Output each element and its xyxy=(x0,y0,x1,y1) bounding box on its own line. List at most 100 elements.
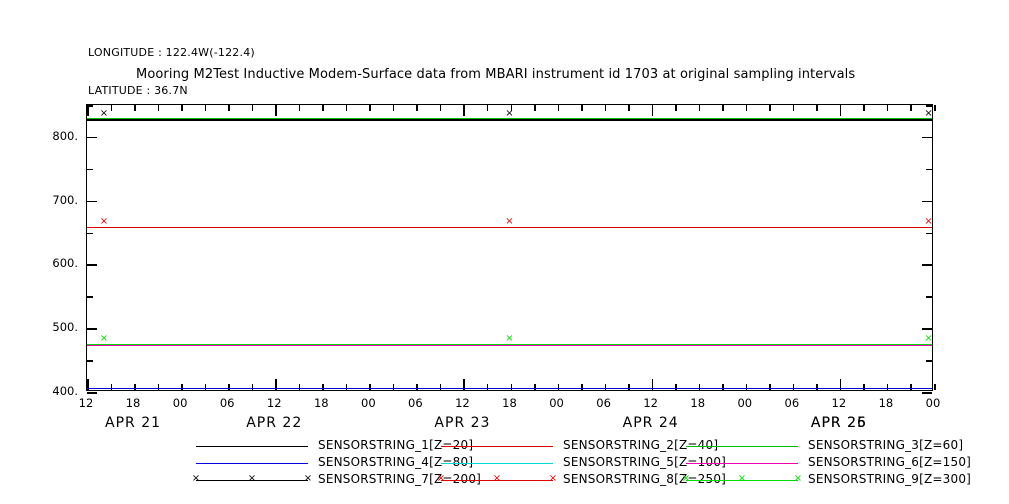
legend-row: × × × SENSORSTRING_7[Z=200] × × × SENSORSTRING_… xyxy=(191,472,972,486)
axis-tick xyxy=(926,360,932,362)
x-axis-tick-label: 18 xyxy=(690,396,706,410)
axis-tick xyxy=(87,379,89,390)
series-line xyxy=(87,344,932,346)
axis-tick xyxy=(392,105,395,111)
axis-tick xyxy=(322,384,324,390)
axis-tick xyxy=(628,105,630,111)
axis-tick xyxy=(251,384,254,390)
axis-tick xyxy=(926,168,932,171)
legend-color-swatch xyxy=(686,480,798,481)
axis-tick xyxy=(345,105,348,111)
y-axis-tick-label: 700. xyxy=(52,192,78,207)
axis-tick xyxy=(675,105,677,111)
axis-tick xyxy=(298,384,301,390)
axis-tick xyxy=(769,105,771,111)
x-axis-tick-label: 00 xyxy=(549,396,564,410)
axis-tick xyxy=(926,232,932,235)
x-axis-tick-label: 06 xyxy=(219,396,235,410)
axis-tick xyxy=(604,105,607,111)
legend-label: SENSORSTRING_4[Z=80] xyxy=(318,455,474,469)
series-line xyxy=(87,117,932,119)
axis-tick xyxy=(651,105,654,116)
axis-tick xyxy=(922,136,932,139)
axis-tick xyxy=(886,105,889,111)
x-axis-day-label: APR 23 xyxy=(434,415,491,431)
x-axis-tick-label: 06 xyxy=(408,396,423,410)
axis-tick xyxy=(510,384,512,390)
x-axis-tick-label: 00 xyxy=(925,396,941,410)
y-axis-tick-label: 600. xyxy=(52,256,78,271)
axis-tick xyxy=(581,105,583,111)
axis-tick xyxy=(87,136,97,139)
axis-tick xyxy=(87,105,89,116)
legend-label: SENSORSTRING_3[Z=60] xyxy=(808,438,964,452)
axis-tick xyxy=(87,296,93,298)
series-line xyxy=(87,119,932,121)
axis-tick xyxy=(157,384,160,390)
legend-label: SENSORSTRING_2[Z=40] xyxy=(563,438,719,452)
y-axis-labels: 800. 700. 600. 500. 400. xyxy=(10,104,78,398)
legend-color-swatch xyxy=(196,480,308,481)
legend-label: SENSORSTRING_9[Z=300] xyxy=(808,472,972,486)
axis-tick xyxy=(251,105,254,111)
series-line xyxy=(87,343,932,345)
x-axis-day-label: APR 26 xyxy=(810,415,867,431)
axis-tick xyxy=(416,105,418,111)
axis-tick xyxy=(439,105,442,111)
x-axis-tick-label: 18 xyxy=(878,396,894,410)
axis-tick xyxy=(322,105,324,111)
axis-tick xyxy=(604,384,607,390)
axis-tick xyxy=(922,264,932,266)
y-axis-tick-label: 400. xyxy=(52,384,78,398)
legend-row: SENSORSTRING_4[Z=80] SENSORSTRING_5[Z=100… xyxy=(196,455,971,472)
axis-tick xyxy=(863,384,865,390)
legend-label: SENSORSTRING_8[Z=250] xyxy=(563,472,727,486)
axis-tick xyxy=(557,105,560,111)
axis-tick xyxy=(87,328,97,330)
axis-tick xyxy=(839,105,842,116)
axis-tick xyxy=(298,105,301,111)
axis-tick xyxy=(439,384,442,390)
axis-tick xyxy=(745,384,748,390)
axis-tick xyxy=(839,379,842,390)
axis-tick xyxy=(863,105,865,111)
x-axis-day-label: APR 24 xyxy=(622,415,679,431)
axis-tick xyxy=(110,105,113,111)
axis-tick xyxy=(369,384,371,390)
y-axis-tick-label: 500. xyxy=(52,320,78,335)
axis-tick xyxy=(204,105,207,111)
series-line xyxy=(87,119,932,121)
axis-tick xyxy=(910,384,912,390)
x-axis-tick-label: 12 xyxy=(643,396,658,410)
axis-tick xyxy=(463,379,465,390)
x-axis-tick-label: 06 xyxy=(784,396,800,410)
legend-color-swatch xyxy=(686,446,798,447)
x-axis-tick-label: 00 xyxy=(172,396,188,410)
x-axis-day-label: APR 21 xyxy=(105,415,162,431)
legend-label: SENSORSTRING_6[Z=150] xyxy=(808,455,972,469)
legend-label: SENSORSTRING_1[Z=20] xyxy=(318,438,474,452)
legend-label: SENSORSTRING_5[Z=100] xyxy=(563,455,727,469)
x-axis-day-label: APR 22 xyxy=(246,415,303,431)
x-axis-hour-labels: 12 18 00 06 12 18 00 06 12 18 00 06 12 18 00 06 12 18 00 xyxy=(79,396,941,412)
chart-title: Mooring M2Test Inductive Modem-Surface d… xyxy=(136,67,856,82)
x-axis-tick-label: 00 xyxy=(361,396,376,410)
axis-tick xyxy=(722,105,724,111)
axis-tick xyxy=(816,105,818,111)
y-axis-tick-label: 800. xyxy=(52,128,78,143)
axis-tick xyxy=(463,105,465,116)
axis-tick xyxy=(486,384,489,390)
axis-tick xyxy=(698,384,701,390)
axis-tick xyxy=(792,105,795,111)
x-axis-tick-label: 12 xyxy=(266,396,282,410)
legend-label: SENSORSTRING_7[Z=200] xyxy=(318,472,482,486)
axis-tick xyxy=(534,105,536,111)
y-axis-ticks-right xyxy=(920,105,932,394)
axis-tick xyxy=(628,384,630,390)
axis-tick xyxy=(181,105,183,111)
axis-tick xyxy=(275,105,277,116)
axis-tick xyxy=(87,200,97,203)
axis-tick xyxy=(87,360,93,362)
legend-row: SENSORSTRING_1[Z=20] SENSORSTRING_2[Z=40]… xyxy=(196,438,963,455)
legend-color-swatch xyxy=(686,463,798,464)
